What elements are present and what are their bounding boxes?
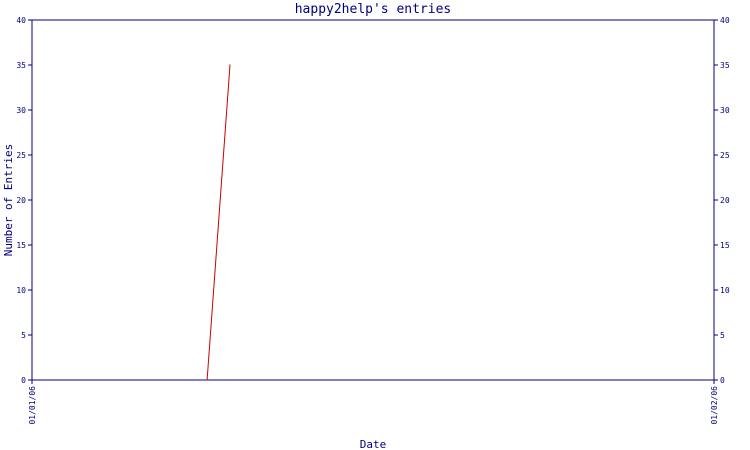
y-tick-label-right: 30: [720, 106, 730, 115]
plot-frame: [31, 19, 715, 381]
chart-title: happy2help's entries: [295, 2, 452, 17]
y-tick-label-left: 5: [21, 331, 26, 340]
y-tick-label-right: 35: [720, 61, 730, 70]
data-point: [206, 379, 208, 381]
y-tick-label-left: 25: [16, 151, 26, 160]
y-axis-label: Number of Entries: [2, 144, 15, 257]
y-tick-label-right: 40: [720, 16, 730, 25]
y-tick-label-left: 30: [16, 106, 26, 115]
y-tick-label-right: 25: [720, 151, 730, 160]
x-tick-label: 01/02/06: [710, 386, 719, 425]
right-y-axis: 0 5 10 15 20 25 30 35 40: [714, 16, 730, 385]
x-axis: 01/01/06 01/02/06: [28, 380, 719, 425]
x-axis-label: Date: [360, 438, 387, 450]
y-tick-label-left: 15: [16, 241, 26, 250]
series-line: [206, 64, 231, 381]
series-layer: [206, 64, 231, 381]
y-tick-label-right: 10: [720, 286, 730, 295]
y-tick-label-left: 20: [16, 196, 26, 205]
data-point: [229, 64, 231, 66]
y-tick-label-left: 35: [16, 61, 26, 70]
y-tick-label-right: 20: [720, 196, 730, 205]
y-tick-label-right: 15: [720, 241, 730, 250]
y-tick-label-right: 5: [720, 331, 725, 340]
left-y-axis: 0 5 10 15 20 25 30 35 40: [16, 16, 32, 385]
y-tick-label-left: 40: [16, 16, 26, 25]
y-tick-label-left: 0: [21, 376, 26, 385]
y-tick-label-right: 0: [720, 376, 725, 385]
x-tick-label: 01/01/06: [28, 386, 37, 425]
y-tick-label-left: 10: [16, 286, 26, 295]
